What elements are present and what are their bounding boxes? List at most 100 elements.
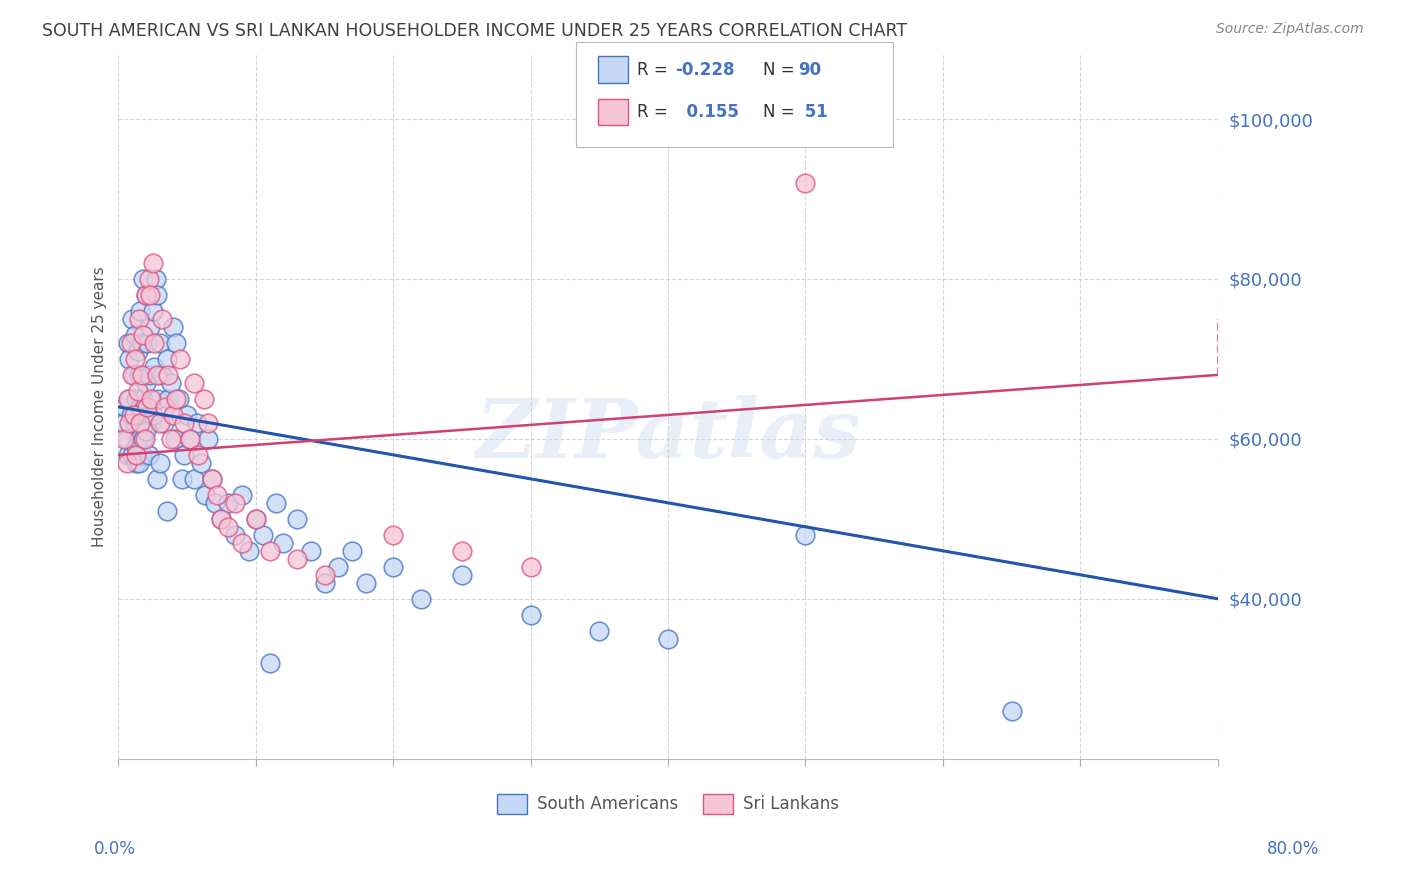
Point xyxy=(124,351,146,366)
Point xyxy=(146,472,169,486)
Point xyxy=(129,304,152,318)
Point xyxy=(121,368,143,382)
Text: R =: R = xyxy=(637,103,673,121)
Point xyxy=(259,543,281,558)
Point xyxy=(159,376,181,390)
Point xyxy=(117,392,139,406)
Point xyxy=(170,472,193,486)
Point xyxy=(131,335,153,350)
Point xyxy=(135,288,157,302)
Point xyxy=(149,416,172,430)
Point xyxy=(238,543,260,558)
Point xyxy=(245,512,267,526)
Point xyxy=(245,512,267,526)
Point xyxy=(139,320,162,334)
Point xyxy=(173,416,195,430)
Point xyxy=(142,304,165,318)
Legend: South Americans, Sri Lankans: South Americans, Sri Lankans xyxy=(491,787,846,821)
Point xyxy=(136,335,159,350)
Point xyxy=(120,408,142,422)
Point xyxy=(204,496,226,510)
Point xyxy=(451,543,474,558)
Text: 90: 90 xyxy=(799,61,821,78)
Point xyxy=(186,416,208,430)
Point xyxy=(519,559,541,574)
Point xyxy=(148,392,170,406)
Point xyxy=(128,456,150,470)
Point xyxy=(132,432,155,446)
Point xyxy=(382,528,405,542)
Point xyxy=(354,575,377,590)
Point xyxy=(135,288,157,302)
Point xyxy=(152,312,174,326)
Point xyxy=(114,400,136,414)
Point xyxy=(122,408,145,422)
Point xyxy=(115,456,138,470)
Point xyxy=(314,575,336,590)
Point xyxy=(231,488,253,502)
Point xyxy=(179,432,201,446)
Text: N =: N = xyxy=(763,103,800,121)
Point xyxy=(135,376,157,390)
Point xyxy=(197,416,219,430)
Point xyxy=(183,376,205,390)
Point xyxy=(162,408,184,422)
Point xyxy=(127,343,149,358)
Point xyxy=(165,392,187,406)
Point xyxy=(194,488,217,502)
Point xyxy=(143,335,166,350)
Point xyxy=(138,368,160,382)
Point xyxy=(252,528,274,542)
Point xyxy=(224,528,246,542)
Point xyxy=(129,416,152,430)
Point xyxy=(519,607,541,622)
Point xyxy=(142,408,165,422)
Point xyxy=(132,328,155,343)
Text: SOUTH AMERICAN VS SRI LANKAN HOUSEHOLDER INCOME UNDER 25 YEARS CORRELATION CHART: SOUTH AMERICAN VS SRI LANKAN HOUSEHOLDER… xyxy=(42,22,907,40)
Point xyxy=(118,416,141,430)
Point xyxy=(1000,704,1022,718)
Point xyxy=(152,416,174,430)
Point xyxy=(285,512,308,526)
Point xyxy=(183,472,205,486)
Point xyxy=(134,432,156,446)
Point xyxy=(167,392,190,406)
Point xyxy=(112,432,135,446)
Point xyxy=(314,567,336,582)
Point xyxy=(299,543,322,558)
Point xyxy=(138,272,160,286)
Point xyxy=(124,416,146,430)
Point xyxy=(173,448,195,462)
Point xyxy=(138,448,160,462)
Point xyxy=(125,456,148,470)
Point xyxy=(142,256,165,270)
Point xyxy=(207,488,229,502)
Point xyxy=(128,432,150,446)
Point xyxy=(115,432,138,446)
Point xyxy=(129,400,152,414)
Y-axis label: Householder Income Under 25 years: Householder Income Under 25 years xyxy=(93,267,107,548)
Text: 0.155: 0.155 xyxy=(675,103,738,121)
Text: 51: 51 xyxy=(799,103,827,121)
Text: N =: N = xyxy=(763,61,800,78)
Point xyxy=(141,392,163,406)
Point xyxy=(794,176,817,190)
Point xyxy=(190,456,212,470)
Point xyxy=(217,520,239,534)
Point xyxy=(125,392,148,406)
Point xyxy=(120,335,142,350)
Point xyxy=(146,368,169,382)
Point xyxy=(139,288,162,302)
Point xyxy=(134,416,156,430)
Point xyxy=(217,496,239,510)
Point xyxy=(155,504,177,518)
Point xyxy=(118,392,141,406)
Point xyxy=(382,559,405,574)
Point xyxy=(163,432,186,446)
Point xyxy=(201,472,224,486)
Point xyxy=(176,408,198,422)
Point xyxy=(224,496,246,510)
Point xyxy=(128,312,150,326)
Point xyxy=(451,567,474,582)
Point xyxy=(588,624,610,638)
